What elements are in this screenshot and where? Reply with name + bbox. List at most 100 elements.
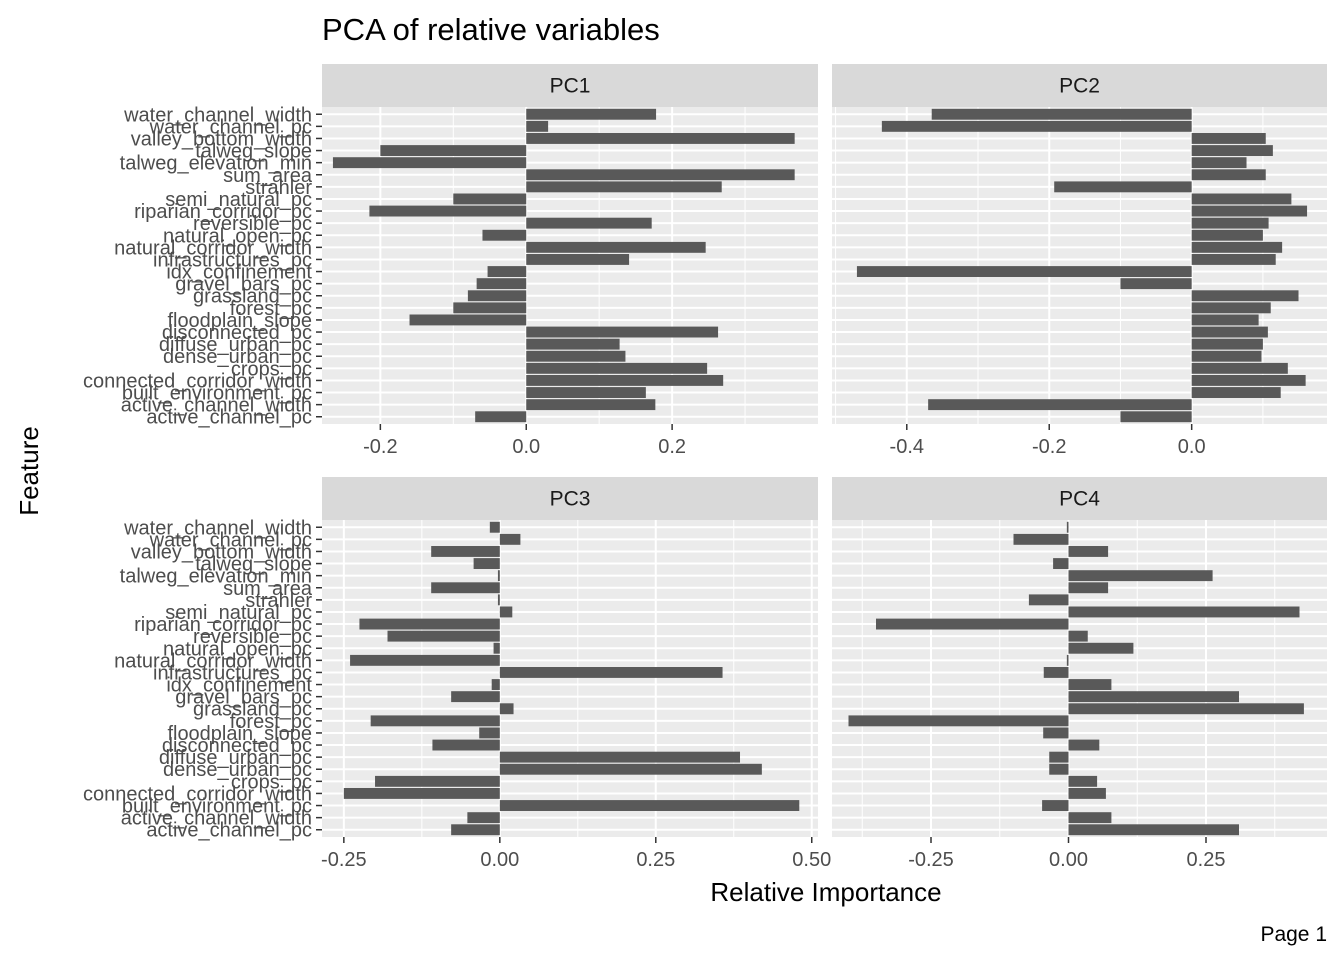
x-tick-label: -0.4	[890, 436, 924, 458]
facet-pc4: PC4 -0.25 0.00 0.25	[832, 477, 1327, 871]
bar-diffuse-urban-pc	[1191, 338, 1263, 350]
bar-diffuse-urban-pc	[1049, 751, 1069, 763]
bar-active-channel-width	[526, 399, 656, 411]
y-tick-label: talweg_elevation_min	[120, 566, 312, 588]
y-axis-title: Feature	[14, 426, 44, 516]
y-tick-label: idx_confinement	[166, 675, 312, 697]
bar-floodplain-slope	[479, 727, 500, 739]
x-tick-label: 0.25	[1187, 849, 1226, 871]
bar-gravel-bars-pc	[476, 278, 527, 290]
bar-forest-pc	[848, 715, 1069, 727]
bar-strahler	[497, 594, 500, 606]
y-tick-label: infrastructures_pc	[153, 662, 312, 684]
facet-pc1: PC1 -0.2 0.0 0.2 water_channel_widthwater_ch…	[83, 64, 818, 458]
y-tick-label: valley_bottom_width	[131, 128, 312, 150]
y-tick-label: dense_urban_pc	[163, 759, 312, 781]
bar-semi-natural-pc	[499, 606, 513, 618]
bar-gravel-bars-pc	[1120, 278, 1192, 290]
bar-water-channel-width	[489, 521, 500, 533]
bar-water-channel-width	[931, 108, 1192, 120]
y-tick-label: semi_natural_pc	[165, 602, 312, 624]
y-tick-label: sum_area	[223, 578, 313, 600]
bar-disconnected-pc	[526, 326, 719, 338]
bar-gravel-bars-pc	[451, 691, 500, 703]
bar-riparian-corridor-pc	[359, 618, 500, 630]
y-tick-label: strahler	[245, 590, 312, 612]
y-tick-label: gravel_bars_pc	[175, 274, 312, 296]
bar-strahler	[526, 181, 722, 193]
bar-built-environment-pc	[499, 800, 800, 811]
bar-connected-corridor-width	[1191, 374, 1306, 386]
facet-strip	[832, 64, 1327, 107]
bar-natural-open-pc	[1068, 642, 1134, 654]
y-tick-label: gravel_bars_pc	[175, 687, 312, 709]
bar-valley-bottom-width	[1191, 133, 1266, 144]
y-tick-label: disconnected_pc	[162, 735, 312, 757]
bar-connected-corridor-width	[526, 374, 724, 386]
bar-crops-pc	[375, 775, 500, 787]
bar-active-channel-width	[467, 812, 500, 824]
y-tick-label: natural_open_pc	[163, 638, 312, 660]
bar-reversible-pc	[1068, 630, 1088, 642]
facet-pc2: PC2 -0.4 -0.2 0.0	[832, 64, 1327, 458]
bar-infrastructures-pc	[526, 254, 630, 265]
y-tick-label: reversible_pc	[193, 213, 312, 235]
y-tick-label: water_channel_width	[123, 104, 312, 126]
facet-strip	[832, 477, 1327, 520]
bar-reversible-pc	[387, 630, 500, 642]
bar-sum-area	[431, 582, 500, 594]
facet-strip-label: PC3	[550, 488, 591, 511]
y-tick-label: talweg_elevation_min	[120, 153, 312, 175]
bar-forest-pc	[370, 715, 500, 727]
bar-built-environment-pc	[1042, 800, 1069, 811]
bar-semi-natural-pc	[1068, 606, 1300, 618]
bar-crops-pc	[526, 362, 708, 374]
bar-water-channel-pc	[499, 533, 521, 545]
x-tick-label: 0.25	[636, 849, 675, 871]
bar-idx-confinement	[856, 266, 1192, 277]
bar-idx-confinement	[487, 266, 527, 277]
bar-grassland-pc	[1191, 290, 1299, 302]
facet-strip-label: PC1	[550, 75, 591, 98]
bar-disconnected-pc	[1191, 326, 1268, 338]
bar-connected-corridor-width	[343, 787, 500, 799]
bar-connected-corridor-width	[1068, 787, 1106, 799]
bar-water-channel-width	[526, 108, 657, 120]
bar-talweg-slope	[1191, 145, 1273, 157]
bar-active-channel-pc	[451, 824, 500, 836]
facet-strip-label: PC4	[1059, 488, 1100, 511]
bar-talweg-elevation-min	[1068, 570, 1213, 582]
chart-title: PCA of relative variables	[322, 12, 660, 47]
bar-disconnected-pc	[432, 739, 500, 751]
bar-reversible-pc	[1191, 217, 1269, 229]
bar-sum-area	[1191, 169, 1266, 181]
bar-strahler	[1028, 594, 1069, 606]
bar-forest-pc	[1191, 302, 1271, 314]
bar-dense-urban-pc	[499, 763, 762, 775]
bar-riparian-corridor-pc	[369, 205, 527, 217]
x-axis-title: Relative Importance	[710, 877, 941, 907]
y-tick-label: reversible_pc	[193, 626, 312, 648]
bar-grassland-pc	[1068, 703, 1304, 715]
y-tick-label: water_channel_pc	[149, 529, 312, 551]
bar-talweg-elevation-min	[497, 570, 500, 582]
bar-natural-corridor-width	[526, 241, 706, 253]
bar-forest-pc	[453, 302, 527, 314]
bar-riparian-corridor-pc	[1191, 205, 1308, 217]
x-tick-label: -0.2	[1032, 436, 1066, 458]
y-tick-label: water_channel_width	[123, 517, 312, 539]
y-tick-label: grassland_pc	[193, 699, 312, 721]
bar-grassland-pc	[499, 703, 514, 715]
bar-riparian-corridor-pc	[876, 618, 1069, 630]
bar-infrastructures-pc	[1043, 667, 1069, 678]
y-tick-label: natural_corridor_width	[114, 237, 312, 259]
y-tick-label: active_channel_width	[121, 395, 312, 417]
y-tick-label: forest_pc	[230, 298, 312, 320]
bar-crops-pc	[1191, 362, 1288, 374]
bar-built-environment-pc	[526, 387, 646, 398]
bar-grassland-pc	[467, 290, 527, 302]
x-tick-label: -0.25	[321, 849, 367, 871]
bar-natural-corridor-width	[350, 654, 500, 666]
y-tick-label: active_channel_pc	[146, 820, 312, 842]
